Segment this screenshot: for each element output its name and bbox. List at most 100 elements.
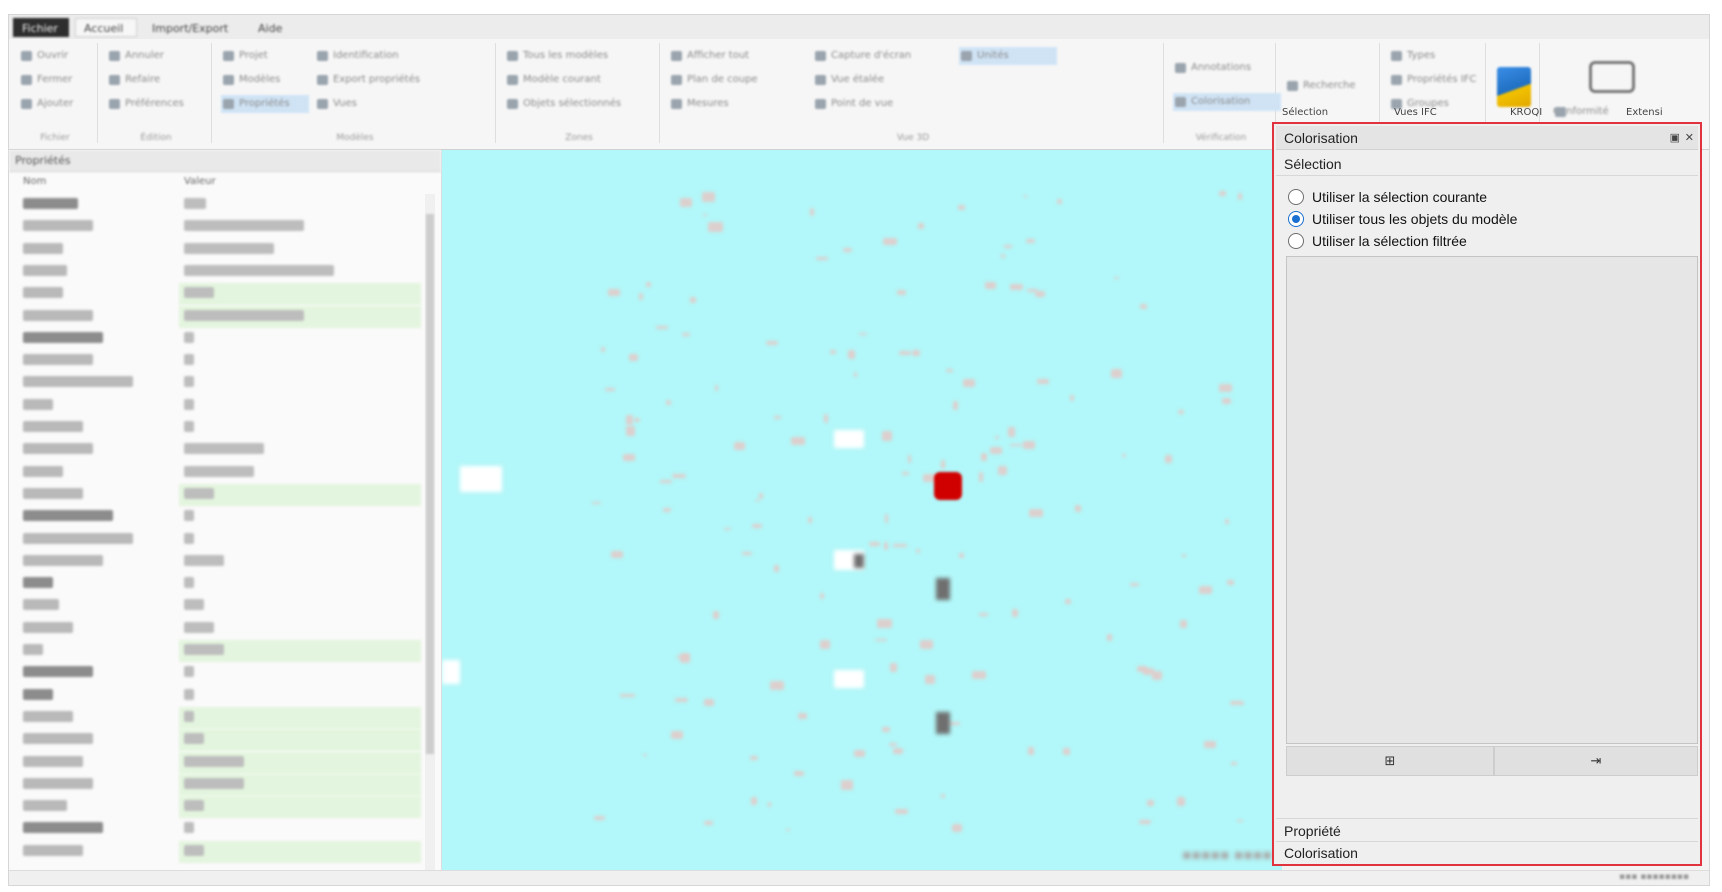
property-row[interactable] [9,751,421,774]
model-fragment [868,542,880,547]
property-row[interactable] [9,328,421,350]
property-row[interactable] [9,551,421,573]
property-row[interactable] [9,462,421,484]
model-fragment [620,693,636,697]
models-button[interactable]: Modèles [221,71,280,89]
units-button[interactable]: Unités [959,47,1057,65]
property-row[interactable] [9,194,421,216]
section-plane-button[interactable]: Plan de coupe [669,71,758,89]
tab-kroqi[interactable]: KROQI [1508,106,1544,122]
property-row[interactable] [9,729,421,752]
property-row[interactable] [9,283,421,306]
property-row[interactable] [9,372,421,394]
radio-current-selection[interactable]: Utiliser la sélection courante [1288,186,1487,208]
properties-header: Nom Valeur [9,172,441,192]
ifc-properties-button[interactable]: Propriétés IFC [1389,71,1476,89]
export-properties-button[interactable]: Export propriétés [315,71,420,89]
property-value [184,421,194,432]
properties-button[interactable]: Propriétés [221,95,309,113]
menu-tab-bar: Fichier Accueil Import/Export Aide [9,15,1709,40]
conformity-icon[interactable] [1589,61,1635,93]
close-icon[interactable]: ✕ [1684,132,1694,144]
radio-button[interactable] [1288,189,1304,205]
property-section-title[interactable]: Propriété [1276,818,1698,842]
property-row[interactable] [9,350,421,372]
model-fragment [768,802,772,807]
property-row[interactable] [9,796,421,819]
tab-file[interactable]: Fichier [13,18,69,37]
property-row[interactable] [9,529,421,551]
radio-all-model-objects[interactable]: Utiliser tous les objets du modèle [1288,208,1517,230]
close-file-button[interactable]: Fermer [19,71,72,89]
property-row[interactable] [9,818,421,840]
views-button[interactable]: Vues [315,95,357,113]
radio-button[interactable] [1288,211,1304,227]
property-name [23,554,103,566]
radio-filtered-selection[interactable]: Utiliser la sélection filtrée [1288,230,1467,252]
viewpoint-button[interactable]: Point de vue [813,95,893,113]
float-icon[interactable]: ▣ [1669,132,1680,144]
selected-object[interactable] [934,472,962,500]
tab-extensions[interactable]: Extensi [1624,106,1665,122]
redo-button[interactable]: Refaire [107,71,160,89]
property-row[interactable] [9,618,421,640]
tab-ifc-views[interactable]: Vues IFC [1392,106,1439,122]
3d-viewport[interactable]: ▪▪▪▪▪ ▪▪▪▪ [442,150,1282,877]
property-row[interactable] [9,662,421,684]
property-row[interactable] [9,840,421,863]
open-button[interactable]: Ouvrir [19,47,68,65]
tab-import-export[interactable]: Import/Export [152,22,229,35]
exploded-view-button[interactable]: Vue étalée [813,71,884,89]
preferences-button[interactable]: Préférences [107,95,184,113]
undo-button[interactable]: Annuler [107,47,164,65]
ribbon-group-label: Vérification [1195,133,1247,143]
apply-button[interactable]: ⇥ [1494,746,1698,776]
colorisation-section-title[interactable]: Colorisation [1276,842,1698,864]
current-model-button[interactable]: Modèle courant [505,71,601,89]
tab-home[interactable]: Accueil [75,18,137,37]
search-button[interactable]: Recherche [1285,77,1356,95]
conformity-button[interactable]: Conformité [1553,103,1609,121]
groups-button[interactable]: Groupes [1389,95,1449,113]
tab-help[interactable]: Aide [258,22,283,35]
property-row[interactable] [9,706,421,729]
property-row[interactable] [9,573,421,595]
property-row[interactable] [9,640,421,662]
property-row[interactable] [9,417,421,439]
property-row[interactable] [9,239,421,261]
add-to-list-button[interactable]: ⊞ [1286,746,1494,776]
property-row[interactable] [9,395,421,417]
measures-button[interactable]: Mesures [669,95,729,113]
types-button[interactable]: Types [1389,47,1435,65]
selection-list[interactable] [1286,256,1698,744]
project-button[interactable]: Projet [221,47,268,65]
all-models-button[interactable]: Tous les modèles [505,47,608,65]
property-row[interactable] [9,773,421,796]
screenshot-button[interactable]: Capture d'écran [813,47,911,65]
property-row[interactable] [9,439,421,461]
property-row[interactable] [9,305,421,328]
properties-scrollbar[interactable] [425,194,435,874]
property-row[interactable] [9,685,421,707]
scrollbar-thumb[interactable] [426,214,434,754]
tab-selection[interactable]: Sélection [1280,106,1330,122]
property-name [23,264,67,276]
property-row[interactable] [9,506,421,528]
model-fragment [1238,193,1243,201]
property-value [184,376,194,388]
property-row[interactable] [9,261,421,283]
show-all-button[interactable]: Afficher tout [669,47,749,65]
radio-button[interactable] [1288,233,1304,249]
selected-objects-button[interactable]: Objets sélectionnés [505,95,621,113]
colorisation-button[interactable]: Colorisation [1173,93,1281,111]
property-row[interactable] [9,483,421,506]
add-button[interactable]: Ajouter [19,95,73,113]
annotations-button[interactable]: Annotations [1173,59,1251,77]
identification-button[interactable]: Identification [315,47,399,65]
app-logo-icon[interactable] [1497,67,1531,107]
property-row[interactable] [9,595,421,617]
model-fragment [766,341,779,345]
model-fragment [1151,670,1162,680]
selection-section-title[interactable]: Sélection [1276,152,1698,176]
property-row[interactable] [9,216,421,238]
